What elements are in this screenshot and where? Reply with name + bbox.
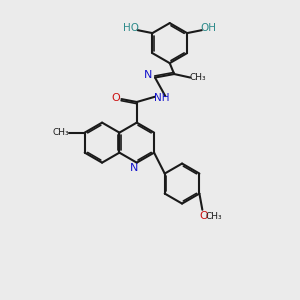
Text: HO: HO: [123, 23, 139, 33]
Text: O: O: [112, 93, 121, 103]
Text: N: N: [130, 163, 139, 173]
Text: N: N: [144, 70, 153, 80]
Text: CH₃: CH₃: [52, 128, 69, 137]
Text: CH₃: CH₃: [205, 212, 222, 221]
Text: CH₃: CH₃: [190, 73, 207, 82]
Text: OH: OH: [200, 23, 216, 33]
Text: NH: NH: [154, 93, 169, 103]
Text: O: O: [200, 211, 208, 221]
